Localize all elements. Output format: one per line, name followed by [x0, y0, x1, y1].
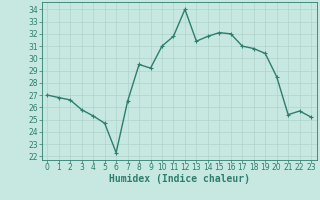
X-axis label: Humidex (Indice chaleur): Humidex (Indice chaleur) — [109, 174, 250, 184]
